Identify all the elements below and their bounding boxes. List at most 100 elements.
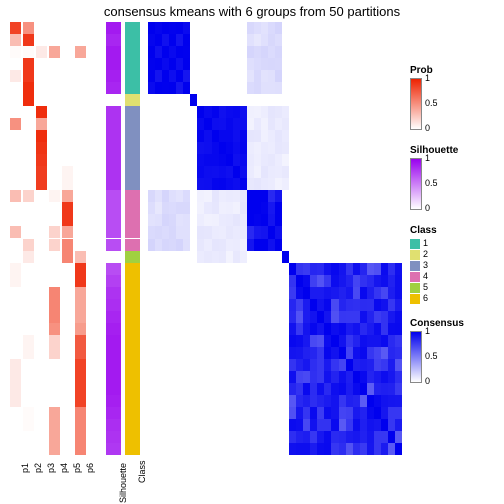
p-cell xyxy=(36,118,47,130)
p-cell xyxy=(36,347,47,359)
p-cell xyxy=(23,311,34,323)
p-cell xyxy=(62,82,73,94)
p-cell xyxy=(49,178,60,190)
p-cell xyxy=(36,58,47,70)
p-cell xyxy=(36,251,47,263)
p-cell xyxy=(36,214,47,226)
p-cell xyxy=(23,130,34,142)
p-cell xyxy=(75,226,86,238)
p-cell xyxy=(49,214,60,226)
p-cell xyxy=(75,251,86,263)
p-cell xyxy=(10,287,21,299)
class-cell xyxy=(125,34,140,46)
p-cell xyxy=(75,58,86,70)
consensus-cell xyxy=(395,287,403,300)
p-cell xyxy=(49,287,60,299)
silhouette-cell xyxy=(106,190,121,202)
p-cell xyxy=(62,431,73,443)
silhouette-cell xyxy=(106,275,121,287)
legend-class-title: Class xyxy=(410,225,437,236)
p-cell xyxy=(62,359,73,371)
p-cell xyxy=(75,299,86,311)
p-cell xyxy=(62,178,73,190)
p-cell xyxy=(10,323,21,335)
consensus-cell xyxy=(395,383,403,396)
p-cell xyxy=(75,335,86,347)
class-cell xyxy=(125,275,140,287)
p-cell xyxy=(23,226,34,238)
p-cell xyxy=(36,407,47,419)
class-cell xyxy=(125,359,140,371)
p-cell xyxy=(49,251,60,263)
consensus-cell xyxy=(395,94,403,107)
class-cell xyxy=(125,251,140,263)
p-cell xyxy=(36,443,47,455)
consensus-cell xyxy=(395,142,403,155)
consensus-cell xyxy=(395,335,403,348)
p-cell xyxy=(36,130,47,142)
p-cell xyxy=(36,419,47,431)
legend-consensus-tick: 0.5 xyxy=(425,351,438,361)
consensus-cell xyxy=(395,263,403,276)
p-cell xyxy=(23,34,34,46)
consensus-cell xyxy=(395,58,403,71)
p-cell xyxy=(75,287,86,299)
legend-prob-tick: 1 xyxy=(425,73,430,83)
p-cell xyxy=(75,34,86,46)
p-cell xyxy=(62,70,73,82)
consensus-cell xyxy=(395,34,403,47)
consensus-cell xyxy=(395,359,403,372)
p-cell xyxy=(10,263,21,275)
p-cell xyxy=(75,142,86,154)
p-cell xyxy=(75,130,86,142)
p-cell xyxy=(75,154,86,166)
class-cell xyxy=(125,311,140,323)
silhouette-cell xyxy=(106,239,121,251)
silhouette-cell xyxy=(106,82,121,94)
p-cell xyxy=(23,275,34,287)
silhouette-cell xyxy=(106,419,121,431)
silhouette-cell xyxy=(106,130,121,142)
legend-class-swatch xyxy=(410,261,420,271)
p-cell xyxy=(49,130,60,142)
silhouette-cell xyxy=(106,154,121,166)
p-cell xyxy=(62,371,73,383)
consensus-cell xyxy=(395,299,403,312)
p-cell xyxy=(23,287,34,299)
class-cell xyxy=(125,226,140,238)
class-cell xyxy=(125,419,140,431)
consensus-cell xyxy=(395,178,403,191)
p-cell xyxy=(49,431,60,443)
silhouette-cell xyxy=(106,166,121,178)
class-cell xyxy=(125,202,140,214)
p-cell xyxy=(36,106,47,118)
p-cell xyxy=(36,190,47,202)
p-cell xyxy=(36,431,47,443)
p-cell xyxy=(10,106,21,118)
p-cell xyxy=(49,443,60,455)
p-cell xyxy=(62,311,73,323)
p-cell xyxy=(10,443,21,455)
consensus-cell xyxy=(395,347,403,360)
p-cell xyxy=(36,311,47,323)
p-cell xyxy=(62,214,73,226)
p-cell xyxy=(62,407,73,419)
p-cell xyxy=(10,251,21,263)
p-cell xyxy=(62,142,73,154)
p-cell xyxy=(23,214,34,226)
consensus-cell xyxy=(395,431,403,444)
legend-silhouette-tick: 0 xyxy=(425,203,430,213)
p-cell xyxy=(75,443,86,455)
consensus-cell xyxy=(395,419,403,432)
silhouette-cell xyxy=(106,299,121,311)
consensus-cell xyxy=(395,407,403,420)
legend-consensus: Consensus10.50 xyxy=(410,318,464,383)
p-cell xyxy=(62,419,73,431)
legend-silhouette: Silhouette10.50 xyxy=(410,145,458,210)
p-cell xyxy=(62,263,73,275)
silhouette-cell xyxy=(106,263,121,275)
legend-class-row: 4 xyxy=(410,271,437,282)
p-cell xyxy=(62,130,73,142)
p-label: p6 xyxy=(85,463,95,473)
p-cell xyxy=(10,202,21,214)
